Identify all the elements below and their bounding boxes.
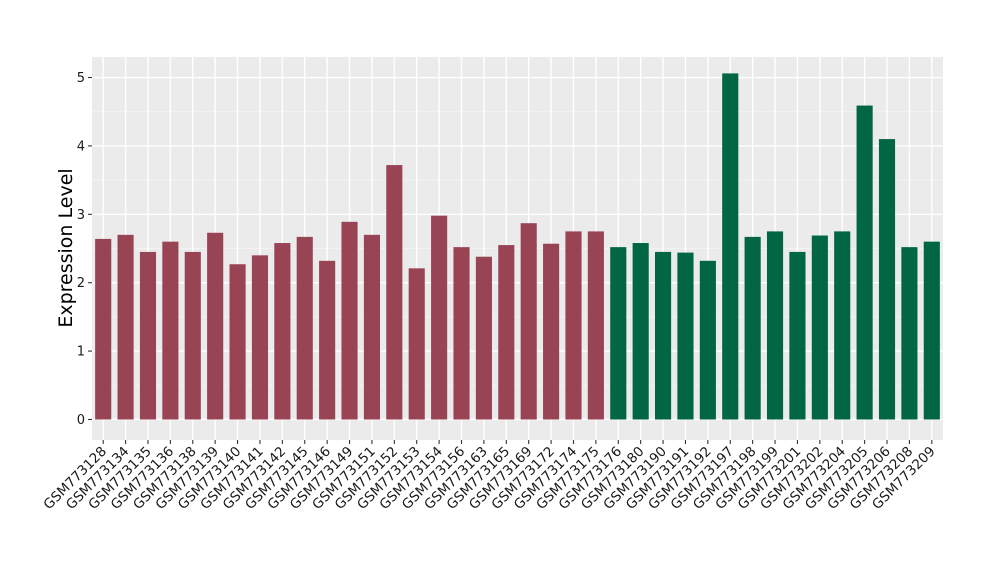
bar-GSM773134 (117, 234, 134, 420)
bar-GSM773136 (162, 241, 179, 420)
bar-GSM773191 (677, 252, 694, 420)
y-tick-label: 0 (77, 413, 85, 428)
y-tick-label: 3 (77, 208, 85, 223)
y-tick-label: 5 (77, 71, 85, 86)
bar-GSM773154 (431, 215, 448, 420)
bar-GSM773174 (565, 231, 582, 420)
bar-GSM773202 (811, 235, 828, 420)
bar-GSM773149 (341, 221, 358, 420)
bar-GSM773153 (408, 268, 425, 420)
bar-GSM773204 (834, 231, 851, 420)
bar-GSM773138 (184, 251, 201, 420)
bar-GSM773205 (856, 105, 873, 420)
bar-GSM773172 (543, 243, 560, 420)
y-tick-label: 1 (77, 345, 85, 360)
bars (95, 73, 940, 420)
x-axis: GSM773128GSM773134GSM773135GSM773136GSM7… (41, 440, 939, 513)
bar-GSM773140 (229, 264, 246, 420)
bar-GSM773141 (251, 255, 269, 420)
bar-GSM773152 (386, 165, 403, 420)
bar-GSM773190 (655, 251, 672, 420)
bar-GSM773169 (520, 223, 537, 420)
y-tick-label: 2 (77, 276, 85, 291)
bar-GSM773208 (901, 247, 918, 420)
bar-GSM773206 (878, 139, 896, 420)
bar-GSM773192 (699, 260, 716, 420)
y-axis: 0 1 2 3 4 5 (77, 71, 92, 428)
bar-GSM773201 (789, 251, 806, 420)
bar-GSM773146 (319, 260, 336, 420)
bar-GSM773163 (475, 256, 492, 420)
bar-GSM773176 (610, 247, 627, 420)
bar-GSM773197 (722, 73, 739, 420)
y-axis-title: Expression Level (55, 168, 77, 327)
bar-GSM773199 (766, 231, 784, 420)
bar-GSM773128 (95, 238, 112, 420)
bar-GSM773198 (744, 236, 761, 420)
bar-GSM773145 (296, 236, 313, 420)
bar-GSM773142 (274, 243, 291, 420)
bar-GSM773139 (207, 232, 224, 420)
bar-GSM773135 (139, 251, 157, 420)
bar-GSM773209 (923, 241, 940, 420)
bar-GSM773165 (498, 245, 515, 420)
bar-GSM773180 (632, 243, 649, 420)
y-tick-label: 4 (77, 139, 85, 154)
bar-GSM773175 (587, 231, 604, 420)
bar-GSM773156 (453, 247, 470, 420)
bar-GSM773151 (363, 234, 380, 420)
